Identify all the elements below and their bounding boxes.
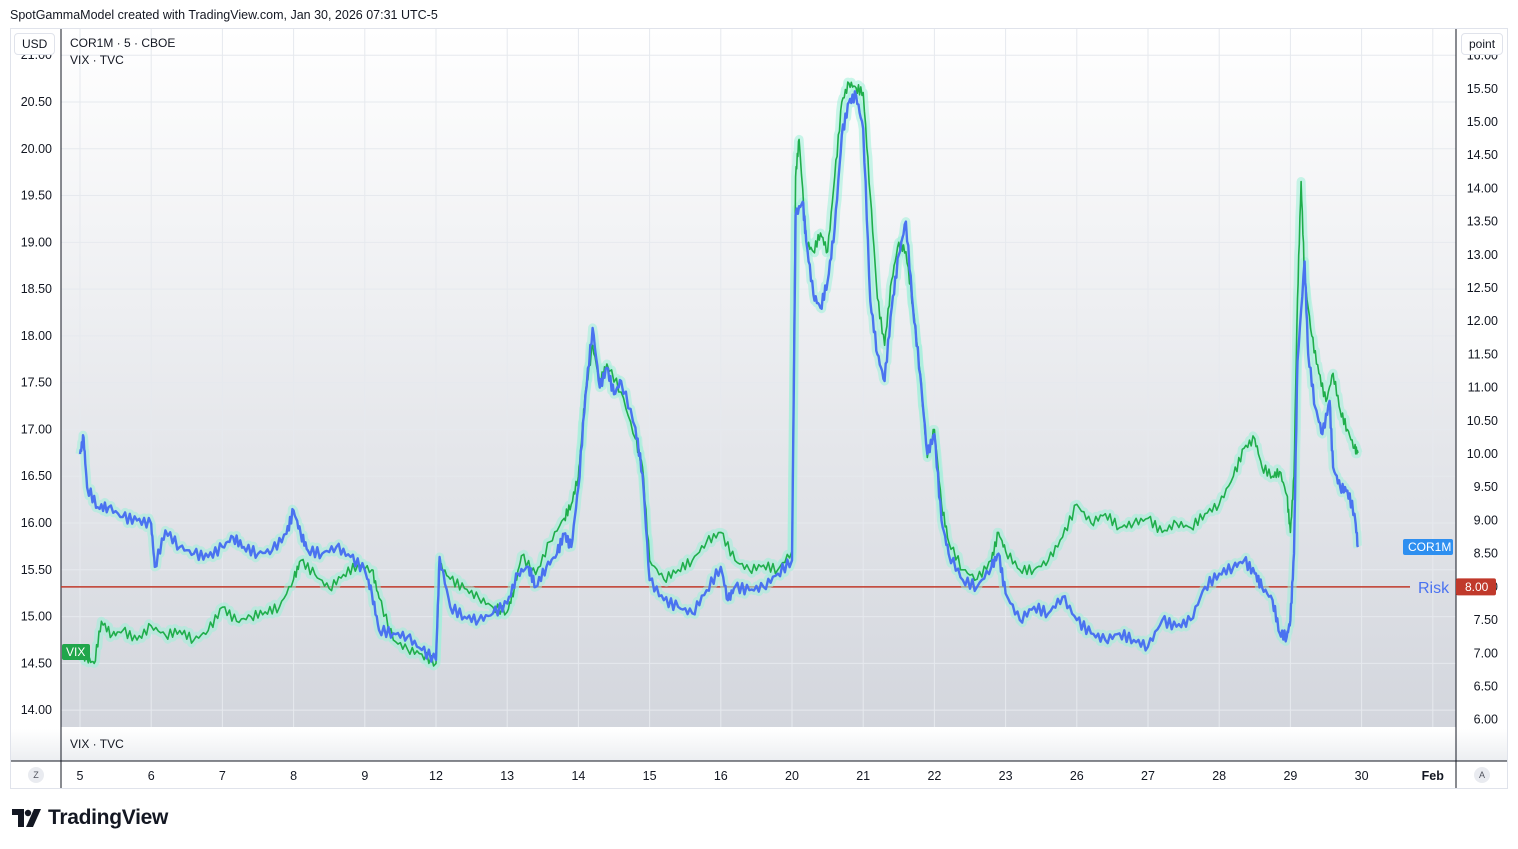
zoom-button[interactable]: Z (28, 767, 44, 783)
left-tick-label: 17.00 (21, 422, 52, 436)
right-tick-label: 9.00 (1474, 513, 1498, 527)
time-tick-label: 30 (1355, 769, 1369, 783)
vix-series-line[interactable] (79, 81, 1359, 667)
right-tick-label: 13.50 (1467, 215, 1498, 229)
time-tick-label: 9 (361, 769, 368, 783)
left-tick-label: 18.00 (21, 329, 52, 343)
time-tick-label: 15 (643, 769, 657, 783)
left-axis-ticks: 14.00 14.50 15.00 15.50 16.00 16.50 17.00 17.50… (21, 48, 52, 717)
time-tick-label: 22 (927, 769, 941, 783)
right-tick-label: 8.50 (1474, 547, 1498, 561)
tradingview-logo-icon (12, 809, 41, 827)
risk-label: Risk (1418, 580, 1450, 597)
risk-value-tag: 8.00 (1456, 578, 1496, 596)
left-tick-label: 17.50 (21, 376, 52, 390)
pane-legend-vix[interactable]: VIX · TVC (70, 737, 124, 751)
time-tick-label: 26 (1070, 769, 1084, 783)
left-tick-label: 16.50 (21, 469, 52, 483)
left-tick-label: 19.50 (21, 189, 52, 203)
left-tick-label: 20.50 (21, 95, 52, 109)
time-tick-label: 28 (1212, 769, 1226, 783)
time-tick-label: 8 (290, 769, 297, 783)
right-tick-label: 11.00 (1468, 381, 1498, 395)
right-tick-label: 7.00 (1474, 646, 1498, 660)
right-tick-label: 15.50 (1467, 82, 1498, 96)
right-axis-ticks: 6.00 6.50 7.00 7.50 8.00 8.50 9.00 9.50 10.00 10.… (1467, 49, 1498, 727)
tradingview-wordmark: TradingView (48, 806, 169, 829)
left-tick-label: 15.50 (21, 563, 52, 577)
time-tick-label: 6 (148, 769, 155, 783)
right-tick-label: 9.50 (1474, 480, 1498, 494)
svg-text:VIX: VIX (66, 645, 85, 659)
cor1m-price-tag: COR1M (1403, 539, 1453, 556)
cor1m-series-line[interactable] (78, 90, 1360, 663)
time-tick-label: 20 (785, 769, 799, 783)
right-tick-label: 12.50 (1467, 281, 1498, 295)
chart-frame[interactable] (10, 28, 1508, 789)
left-tick-label: 15.00 (21, 610, 52, 624)
left-tick-label: 18.50 (21, 282, 52, 296)
time-tick-label: 23 (999, 769, 1013, 783)
left-tick-label: 20.00 (21, 142, 52, 156)
time-tick-label: 7 (219, 769, 226, 783)
right-tick-label: 15.00 (1467, 115, 1498, 129)
right-tick-label: 10.00 (1467, 447, 1498, 461)
right-scale-unit[interactable]: point (1461, 33, 1504, 55)
tradingview-logo: TradingView (12, 806, 168, 830)
legend-cor1m[interactable]: COR1M · 5 · CBOE (70, 36, 176, 50)
plot-background (61, 29, 1456, 727)
left-tick-label: 19.00 (21, 235, 52, 249)
svg-text:8.00: 8.00 (1465, 580, 1489, 594)
right-tick-label: 6.50 (1474, 679, 1498, 693)
right-tick-label: 11.50 (1468, 347, 1498, 361)
legend-vix[interactable]: VIX · TVC (70, 53, 124, 67)
vix-pane (11, 729, 1507, 761)
left-scale-unit[interactable]: USD (14, 33, 56, 55)
right-tick-label: 14.00 (1467, 181, 1498, 195)
left-tick-label: 14.00 (21, 703, 52, 717)
right-tick-label: 13.00 (1467, 248, 1498, 262)
right-tick-label: 12.00 (1467, 314, 1498, 328)
right-tick-label: 14.50 (1467, 148, 1498, 162)
time-tick-label: 27 (1141, 769, 1155, 783)
auto-scale-button[interactable]: A (1474, 767, 1490, 783)
time-tick-label: Feb (1422, 769, 1445, 783)
time-tick-label: 5 (77, 769, 84, 783)
time-tick-label: 12 (429, 769, 443, 783)
vix-price-tag: VIX (62, 644, 90, 661)
time-tick-label: 14 (571, 769, 585, 783)
time-tick-label: 13 (500, 769, 514, 783)
svg-text:COR1M: COR1M (1408, 540, 1451, 554)
right-tick-label: 10.50 (1467, 414, 1498, 428)
time-axis-ticks: 5 6 7 8 9 12 13 14 15 16 20 21 22 23 26 27 28 29 30 Feb (77, 769, 1445, 783)
left-tick-label: 14.50 (21, 656, 52, 670)
time-tick-label: 16 (714, 769, 728, 783)
chart-attribution: SpotGammaModel created with TradingView.… (10, 8, 438, 22)
grid (61, 29, 1456, 727)
time-tick-label: 29 (1283, 769, 1297, 783)
left-tick-label: 16.00 (21, 516, 52, 530)
right-tick-label: 6.00 (1474, 713, 1498, 727)
time-tick-label: 21 (856, 769, 870, 783)
right-tick-label: 7.50 (1474, 613, 1498, 627)
